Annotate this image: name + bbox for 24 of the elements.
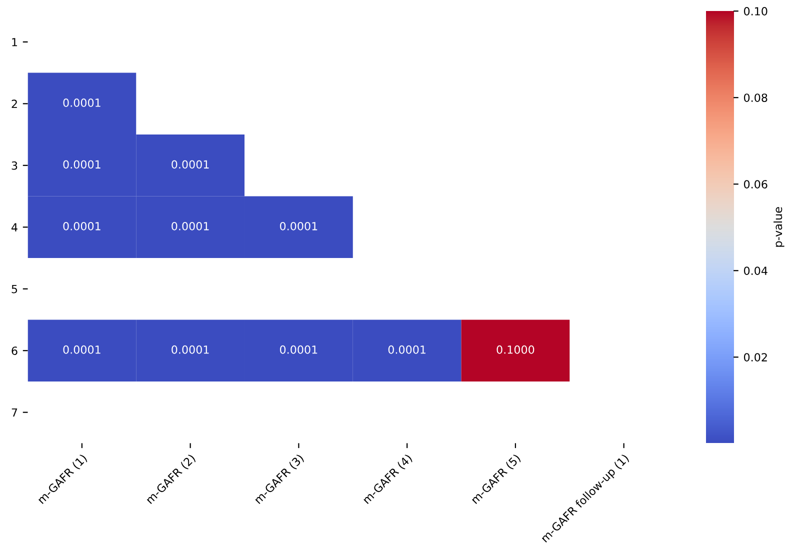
data-label: 0.0001 [63, 160, 100, 169]
data-label: 0.0001 [63, 222, 100, 230]
data-label: 0.0001 [172, 345, 209, 354]
data-label: 0.0001 [63, 345, 100, 354]
data-label: 0.0001 [388, 345, 426, 354]
color-bar-label: 0.10 [744, 7, 768, 16]
y-tick-label: 1 [12, 38, 18, 46]
color-bar-title: p-value [774, 207, 784, 247]
y-tick-label: 5 [12, 284, 18, 294]
data-label: 0.0001 [280, 222, 318, 230]
y-tick-label: 7 [12, 408, 18, 417]
y-tick-label: 3 [12, 161, 18, 170]
data-label: 0.1000 [496, 345, 534, 354]
y-tick-label: 6 [12, 346, 18, 355]
data-label: 0.0001 [172, 222, 209, 230]
data-label: 0.0001 [63, 98, 100, 107]
y-tick-label: 2 [12, 100, 17, 108]
data-label: 0.0001 [172, 160, 209, 169]
color-bar-label: 0.04 [744, 266, 768, 275]
color-bar-label: 0.02 [744, 353, 767, 362]
data-label: 0.0001 [280, 345, 318, 354]
color-bar-label: 0.06 [744, 180, 768, 188]
y-tick-label: 4 [12, 223, 18, 232]
color-bar-label: 0.08 [744, 94, 768, 102]
